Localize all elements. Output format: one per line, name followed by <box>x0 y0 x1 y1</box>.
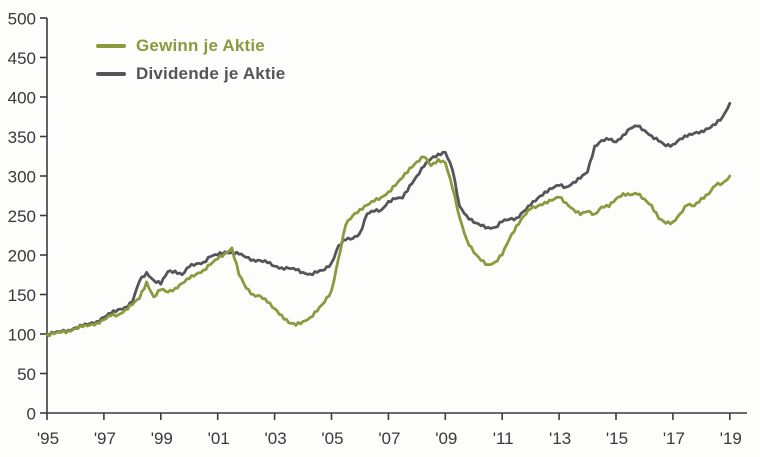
x-tick-label: '05 <box>321 429 343 448</box>
y-tick-label: 100 <box>8 326 36 345</box>
y-tick-label: 200 <box>8 247 36 266</box>
legend-item-dividende: Dividende je Aktie <box>96 64 285 84</box>
y-tick-label: 300 <box>8 168 36 187</box>
x-tick-label: '13 <box>549 429 571 448</box>
x-tick-label: '09 <box>435 429 457 448</box>
y-tick-label: 350 <box>8 128 36 147</box>
chart-legend: Gewinn je Aktie Dividende je Aktie <box>96 36 285 84</box>
x-tick-label: '17 <box>663 429 685 448</box>
y-tick-label: 400 <box>8 89 36 108</box>
y-tick-label: 50 <box>17 365 36 384</box>
y-tick-label: 450 <box>8 49 36 68</box>
series-line-dividende <box>45 101 732 337</box>
series-line-gewinn <box>45 155 732 338</box>
x-tick-label: '11 <box>493 429 514 448</box>
x-tick-label: '97 <box>94 429 116 448</box>
x-tick-label: '95 <box>37 429 59 448</box>
legend-label-gewinn: Gewinn je Aktie <box>136 36 265 55</box>
x-tick-label: '19 <box>720 429 742 448</box>
x-tick-label: '07 <box>378 429 400 448</box>
x-tick-label: '03 <box>265 429 287 448</box>
legend-item-gewinn: Gewinn je Aktie <box>96 36 285 56</box>
x-tick-label: '15 <box>606 429 628 448</box>
y-tick-label: 0 <box>27 405 36 424</box>
legend-label-dividende: Dividende je Aktie <box>136 64 286 83</box>
legend-swatch-dividende <box>96 72 126 76</box>
y-tick-label: 150 <box>8 286 36 305</box>
x-tick-label: '99 <box>151 429 173 448</box>
y-tick-label: 250 <box>8 207 36 226</box>
x-tick-label: '01 <box>208 429 230 448</box>
legend-swatch-gewinn <box>96 44 126 48</box>
y-tick-label: 500 <box>8 10 36 29</box>
